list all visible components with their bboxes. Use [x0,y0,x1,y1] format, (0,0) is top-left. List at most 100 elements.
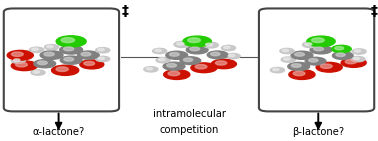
Circle shape [352,49,366,54]
Circle shape [305,57,326,65]
Text: ‡: ‡ [122,4,129,18]
Circle shape [158,58,165,61]
Circle shape [308,59,318,62]
Circle shape [273,68,279,71]
Circle shape [341,58,366,67]
Circle shape [169,53,179,56]
Circle shape [146,68,153,70]
Circle shape [353,57,359,60]
Circle shape [33,71,40,73]
Circle shape [7,50,33,60]
Circle shape [81,52,91,56]
Circle shape [84,61,94,65]
Circle shape [180,57,201,65]
Circle shape [77,51,99,59]
Circle shape [144,67,158,72]
Text: ‡: ‡ [370,4,377,18]
Circle shape [64,57,74,61]
Circle shape [60,56,82,64]
Circle shape [345,60,356,64]
Circle shape [351,57,365,62]
Circle shape [289,70,315,79]
Circle shape [45,45,59,50]
Text: intramolecular: intramolecular [152,109,226,119]
Circle shape [98,48,104,51]
Circle shape [195,64,207,69]
Circle shape [335,47,344,50]
Circle shape [228,54,235,57]
Circle shape [60,46,82,54]
Circle shape [15,62,27,67]
Circle shape [183,36,211,47]
Circle shape [14,59,20,61]
Circle shape [307,36,335,47]
Circle shape [98,57,104,60]
Circle shape [183,58,193,61]
Circle shape [280,48,294,54]
Circle shape [288,62,310,70]
Circle shape [314,47,324,51]
Text: competition: competition [159,125,219,135]
Circle shape [47,45,53,48]
Circle shape [168,71,180,76]
Circle shape [56,36,86,47]
Circle shape [11,61,37,71]
Circle shape [226,53,240,59]
Circle shape [332,45,351,53]
Circle shape [56,67,68,71]
Circle shape [61,38,74,43]
Circle shape [40,51,63,59]
Circle shape [291,64,301,67]
Circle shape [153,48,167,54]
Circle shape [32,48,38,50]
Circle shape [211,59,236,69]
Circle shape [64,47,74,51]
Circle shape [167,64,177,67]
Circle shape [190,47,200,51]
Circle shape [215,61,227,65]
Circle shape [282,49,289,52]
Circle shape [311,38,324,43]
Circle shape [284,58,290,60]
Circle shape [188,38,200,43]
Circle shape [163,62,185,70]
Circle shape [293,71,305,76]
Circle shape [29,47,44,52]
Circle shape [96,48,110,53]
FancyBboxPatch shape [259,8,374,111]
Circle shape [354,50,361,52]
Circle shape [11,52,23,56]
Circle shape [207,51,228,59]
Circle shape [191,63,217,73]
Circle shape [332,52,353,60]
Circle shape [302,42,318,48]
Circle shape [51,65,79,75]
Circle shape [270,67,285,73]
Circle shape [155,49,161,52]
Circle shape [177,42,184,45]
Circle shape [186,46,208,54]
Circle shape [37,61,47,65]
Circle shape [224,46,230,49]
Circle shape [211,52,220,56]
Circle shape [222,45,235,51]
Circle shape [164,70,190,79]
Circle shape [321,64,332,68]
Circle shape [206,43,212,46]
FancyBboxPatch shape [4,8,119,111]
Circle shape [174,41,191,48]
Circle shape [295,53,304,56]
Circle shape [291,51,313,59]
Text: α-lactone?: α-lactone? [33,127,85,137]
Circle shape [44,52,54,56]
Circle shape [34,60,56,68]
Circle shape [11,58,25,63]
Circle shape [203,42,218,48]
Circle shape [156,58,170,63]
Circle shape [310,46,332,54]
Circle shape [281,57,296,62]
Circle shape [336,53,345,56]
Circle shape [166,51,187,59]
Text: β-lactone?: β-lactone? [292,127,344,137]
Circle shape [96,56,110,62]
